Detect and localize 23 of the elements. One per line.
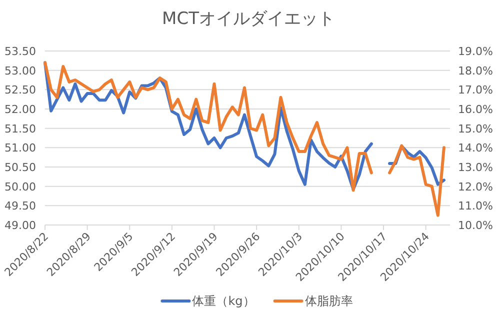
y-tick-label: 50.00 <box>4 180 36 194</box>
y-tick-label: 53.50 <box>4 45 36 58</box>
y-tick-label: 52.50 <box>4 84 36 97</box>
y2-tick-label: 10.0% <box>458 219 493 232</box>
y2-tick-label: 19.0% <box>458 45 493 58</box>
legend-label: 体脂肪率 <box>304 294 353 308</box>
y-tick-label: 49.00 <box>4 219 36 232</box>
y-tick-label: 51.00 <box>4 142 36 155</box>
y2-tick-label: 18.0% <box>458 64 493 78</box>
y2-tick-label: 16.0% <box>458 103 493 116</box>
y2-tick-label: 15.0% <box>458 122 493 136</box>
y2-tick-label: 13.0% <box>458 161 493 174</box>
y-tick-label: 51.50 <box>4 122 36 136</box>
y-tick-label: 52.00 <box>4 103 36 116</box>
y-tick-label: 50.50 <box>4 161 36 174</box>
y2-tick-label: 14.0% <box>458 142 493 155</box>
chart-title: MCTオイルダイエット <box>162 9 335 29</box>
y2-tick-label: 12.0% <box>458 180 493 194</box>
y-tick-label: 53.00 <box>4 64 36 78</box>
y2-tick-label: 11.0% <box>458 200 493 213</box>
y2-tick-label: 17.0% <box>458 84 493 97</box>
legend-label: 体重（kg） <box>192 294 255 308</box>
y-tick-label: 49.50 <box>4 200 36 213</box>
